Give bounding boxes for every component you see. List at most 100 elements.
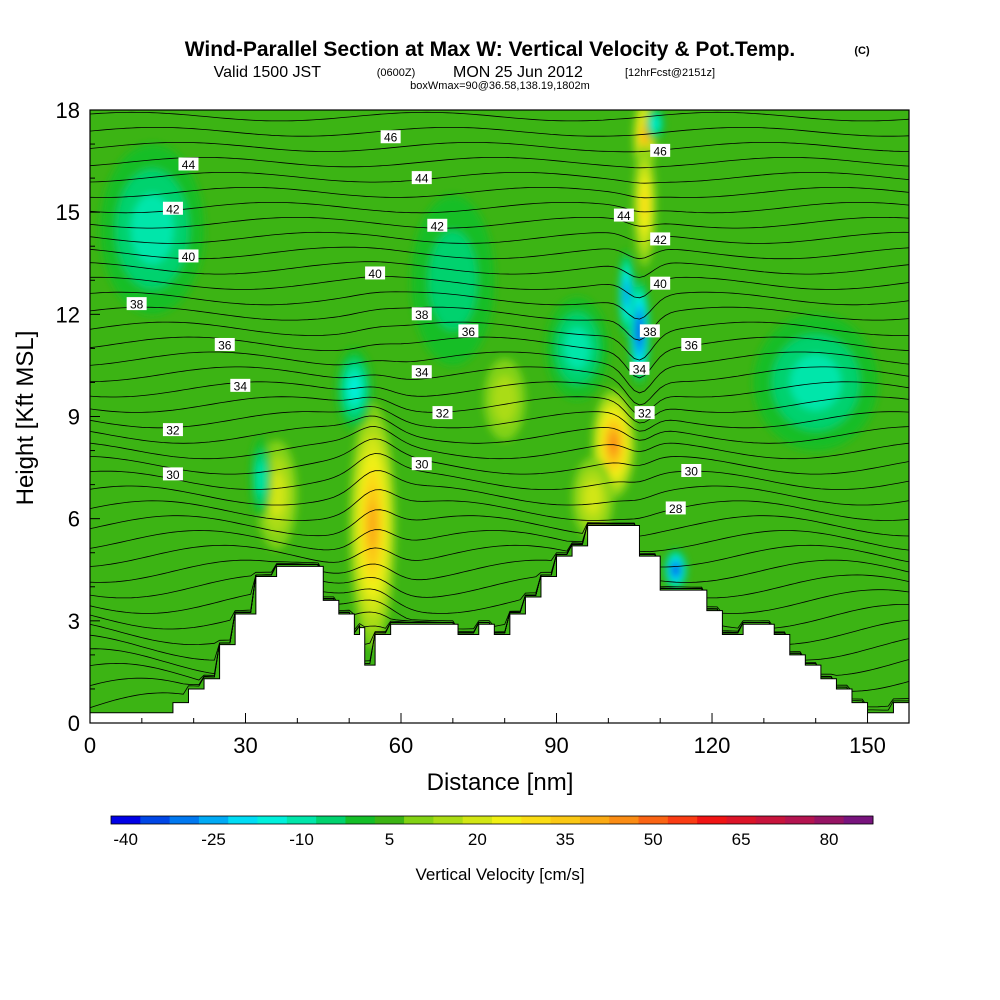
theta-label-text: 46 <box>384 131 398 145</box>
w-contour-band <box>625 285 628 303</box>
theta-label: 30 <box>681 463 702 478</box>
theta-label-text: 42 <box>166 202 180 216</box>
colorbar-tick-label: -25 <box>201 830 226 849</box>
w-feature <box>753 314 878 451</box>
x-tick-label: 30 <box>233 733 257 758</box>
theta-label-box <box>230 378 251 392</box>
w-feature <box>546 297 609 400</box>
theta-label-box <box>634 406 655 420</box>
theta-contour-line <box>90 202 909 214</box>
theta-label: 42 <box>650 232 671 247</box>
theta-contour-line <box>90 351 909 394</box>
theta-label-text: 30 <box>415 458 429 472</box>
theta-label-box <box>650 232 671 246</box>
theta-label: 32 <box>162 423 183 438</box>
theta-label: 32 <box>432 406 453 421</box>
theta-label-text: 38 <box>415 308 429 322</box>
theta-label-box <box>650 143 671 157</box>
theta-contour-line <box>90 157 909 169</box>
y-tick-label: 6 <box>68 507 80 532</box>
colorbar-tick-label: 50 <box>644 830 663 849</box>
theta-label: 30 <box>162 467 183 482</box>
colorbar-segment <box>609 816 640 824</box>
theta-label: 34 <box>629 361 650 376</box>
colorbar-segment <box>198 816 229 824</box>
y-tick-label: 0 <box>68 711 80 736</box>
w-contour-band <box>564 327 591 370</box>
valid-date: MON 25 Jun 2012 <box>453 64 583 81</box>
theta-contour-line <box>90 523 909 599</box>
theta-contour-line <box>90 509 909 537</box>
theta-contour-line <box>90 276 909 299</box>
theta-label-text: 36 <box>685 338 699 352</box>
theta-contour-line <box>90 381 909 416</box>
theta-label-box <box>178 157 199 171</box>
theta-contour-line <box>90 415 909 444</box>
theta-contour-line <box>90 291 909 320</box>
w-feature <box>100 144 205 315</box>
theta-contour-line <box>90 523 909 553</box>
w-feature <box>336 348 373 431</box>
theta-label: 40 <box>650 276 671 291</box>
colorbar: -40 -25 -10 5 20 35 50 65 80 <box>110 815 874 849</box>
theta-label-text: 42 <box>431 219 445 233</box>
theta-label: 30 <box>411 457 432 472</box>
theta-label: 46 <box>380 130 401 145</box>
theta-contour-line <box>90 453 909 491</box>
theta-label-box <box>629 361 650 375</box>
theta-label: 42 <box>427 218 448 233</box>
theta-label-text: 36 <box>218 338 232 352</box>
theta-contour-line <box>90 187 909 199</box>
colorbar-segment <box>169 816 200 824</box>
colorbar-segment <box>316 816 346 824</box>
theta-contour-line <box>90 261 909 278</box>
colorbar-segment <box>550 816 581 824</box>
y-tick-label: 3 <box>68 609 80 634</box>
theta-label-box <box>681 463 702 477</box>
theta-label-text: 32 <box>436 407 450 421</box>
w-contour-band <box>348 376 361 403</box>
colorbar-tick-label: 80 <box>820 830 839 849</box>
theta-label: 28 <box>665 501 686 516</box>
colorbar-tick-label: -40 <box>113 830 138 849</box>
theta-label: 44 <box>613 208 634 223</box>
theta-label-box <box>665 501 686 515</box>
theta-label-box <box>411 307 432 321</box>
theta-label-layer: 44 42 40 38 36 34 32 30 46 44 42 40 38 36 34 32 30 46 44 42… <box>126 130 702 516</box>
theta-label-text: 30 <box>166 468 180 482</box>
theta-label: 38 <box>639 324 660 339</box>
y-tick-label: 18 <box>56 98 80 123</box>
x-axis-label: Distance [nm] <box>427 769 574 796</box>
colorbar-segment <box>228 816 259 824</box>
theta-label-text: 34 <box>415 366 429 380</box>
colorbar-segment <box>697 816 727 824</box>
y-tick-label: 15 <box>56 200 80 225</box>
x-tick-label: 150 <box>849 733 886 758</box>
theta-contour-line <box>90 111 909 122</box>
colorbar-segment <box>462 816 493 824</box>
colorbar-tick-label: 5 <box>385 830 394 849</box>
theta-label-box <box>162 201 183 215</box>
theta-contour-line <box>90 306 909 341</box>
theta-label: 32 <box>634 406 655 421</box>
colorbar-segment <box>755 816 786 824</box>
theta-contour-line <box>90 231 909 244</box>
colorbar-segment <box>814 816 845 824</box>
chart-title: Wind-Parallel Section at Max W: Vertical… <box>185 38 796 61</box>
theta-label: 40 <box>178 249 199 264</box>
plot-area: 44 42 40 38 36 34 32 30 46 44 42 40 38 36 34 32 30 46 44 42… <box>90 110 909 723</box>
theta-label: 44 <box>178 157 199 172</box>
theta-label-text: 40 <box>368 267 382 281</box>
theta-label: 38 <box>411 307 432 322</box>
theta-label-text: 34 <box>633 362 647 376</box>
colorbar-segment <box>286 816 317 824</box>
colorbar-segment <box>374 816 405 824</box>
theta-label-text: 34 <box>234 379 248 393</box>
theta-label: 34 <box>411 365 432 380</box>
w-feature <box>645 110 665 141</box>
theta-label-text: 44 <box>415 172 429 186</box>
w-contour-band <box>674 566 678 573</box>
colorbar-segment <box>345 816 376 824</box>
theta-contour-line <box>90 172 909 184</box>
